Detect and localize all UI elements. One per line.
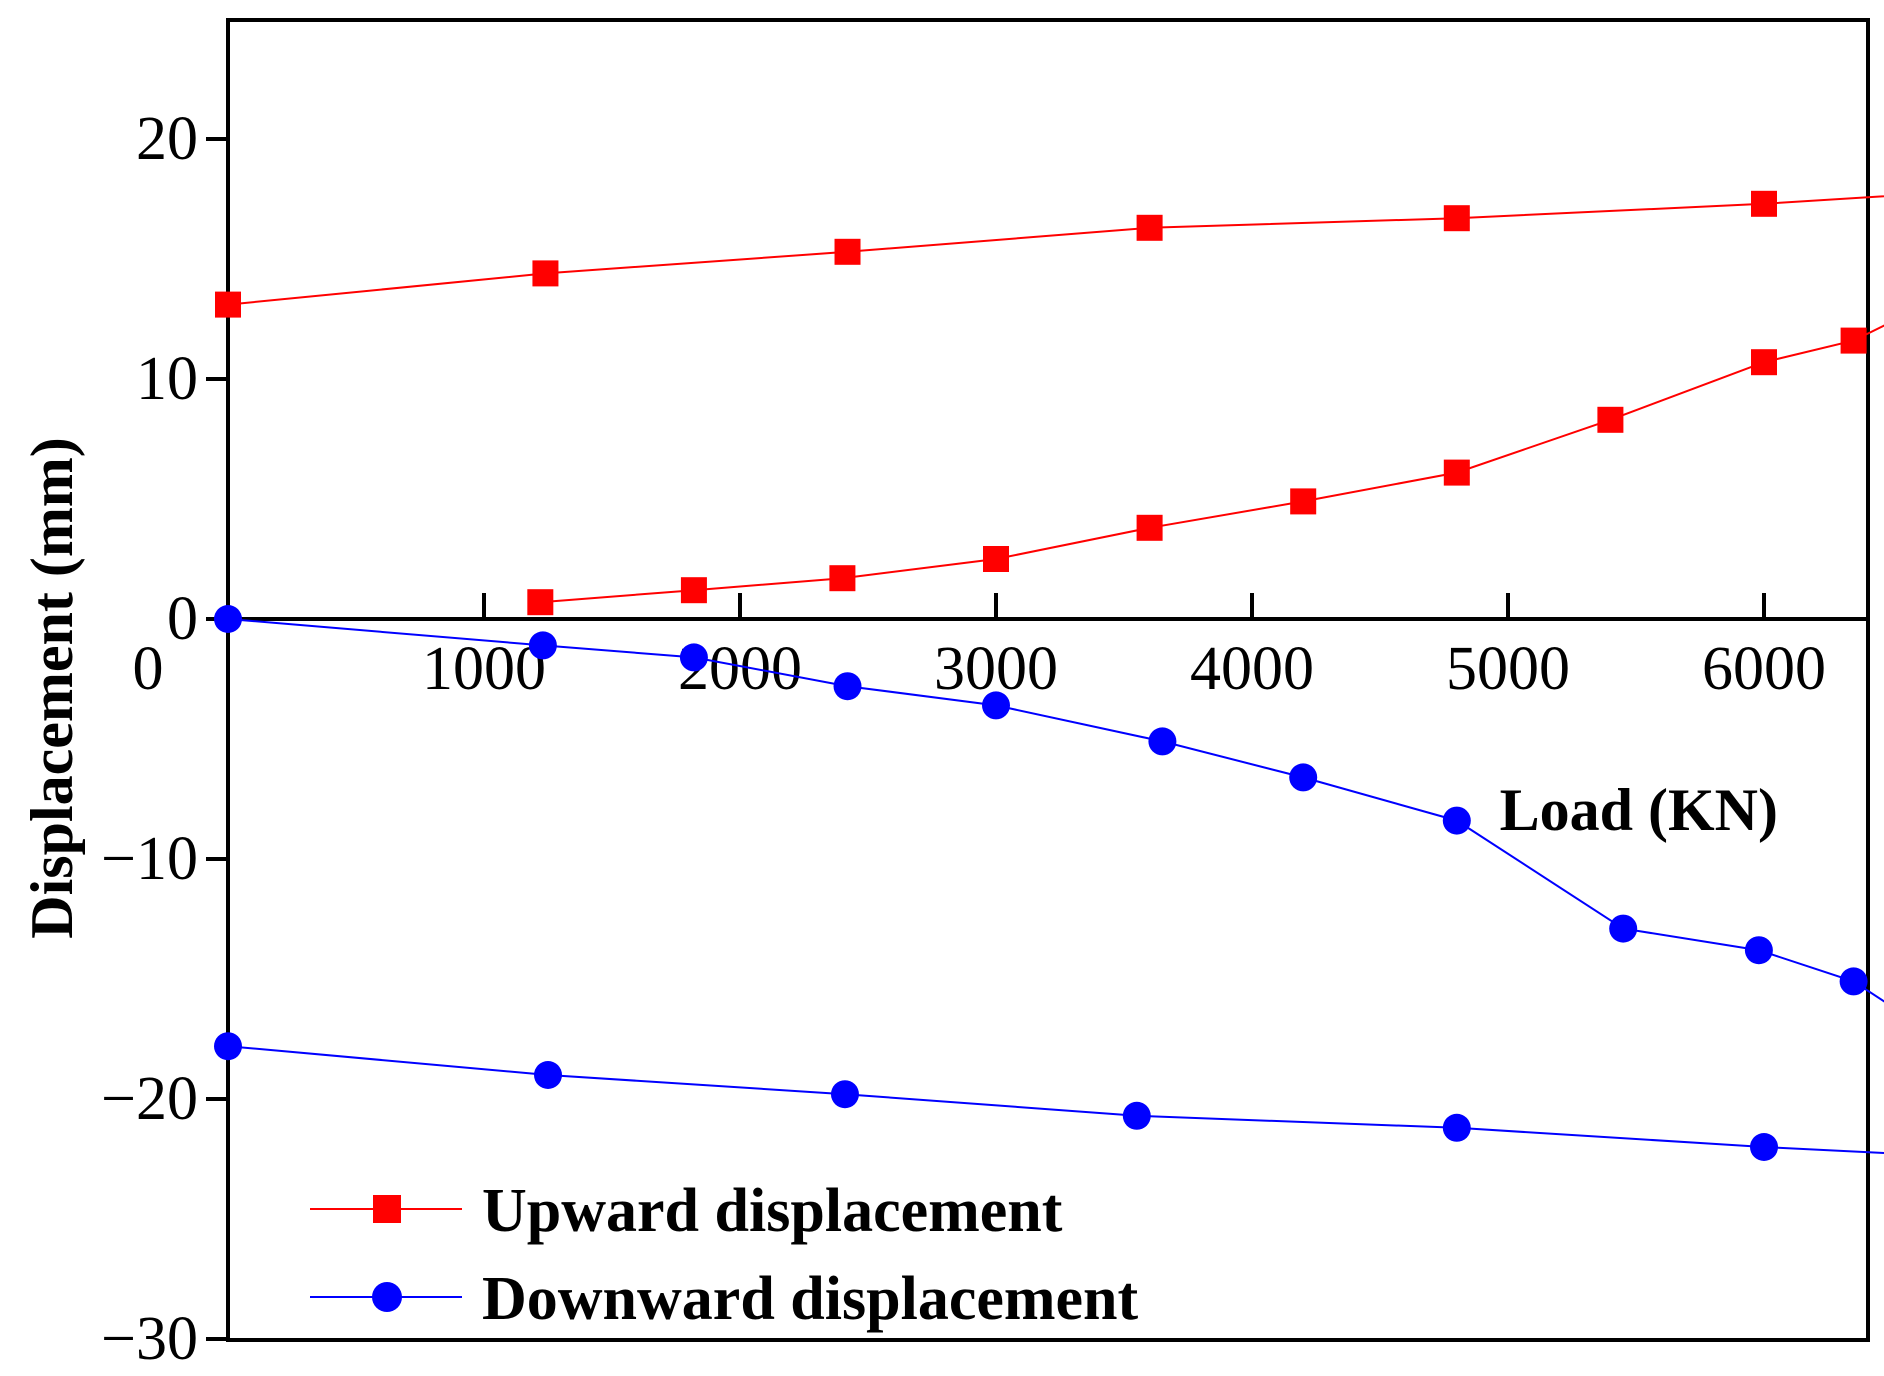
upward-point [1840,327,1867,354]
legend: Upward displacement Downward displacement [310,1177,1139,1333]
upward-point [834,238,861,265]
downward-point [534,1061,562,1089]
downward-point [1289,763,1318,792]
downward-point [1442,1113,1471,1142]
upward-point [1751,190,1777,217]
upward-point [532,260,559,287]
downward-point [982,691,1010,720]
legend-downward-label: Downward displacement [482,1265,1139,1333]
upward-series-line [227,195,1884,604]
upward-point [1443,205,1470,232]
x-tick-label: 5000 [1446,635,1570,703]
downward-point [1839,967,1868,996]
plot-frame [226,18,1870,1342]
upward-point [983,546,1009,572]
origin-label: 0 [133,635,164,703]
downward-point [1148,727,1177,756]
upward-point [1751,349,1777,376]
y-tick-label: 20 [136,105,198,173]
x-tick-label: 6000 [1702,635,1826,703]
y-tick-label: −10 [101,825,198,893]
downward-point [214,1032,242,1061]
legend-upward-marker [373,1195,401,1223]
upward-point [1136,214,1163,241]
upward-point [215,291,241,318]
y-axis-title: Displacement (mm) [19,437,85,939]
downward-point [1122,1101,1151,1130]
y-tick-label: −30 [101,1305,198,1373]
x-tick-label: 4000 [1190,635,1314,703]
upward-point [1443,459,1470,486]
upward-point [829,565,856,592]
downward-point [833,672,862,701]
downward-point [1750,1133,1778,1161]
downward-point [214,605,242,633]
legend-downward-marker [372,1282,402,1312]
downward-point [1442,806,1471,835]
series-layer [214,190,1884,1161]
y-tick-label: 10 [136,345,198,413]
downward-point [830,1080,859,1109]
downward-point [1744,936,1773,965]
downward-point [679,643,708,672]
y-tick-label: −20 [101,1065,198,1133]
x-axis-title: Load (KN) [1500,777,1778,843]
upward-point [1290,488,1317,515]
downward-point [1609,914,1638,943]
downward-point [528,631,557,660]
x-tick-label: 1000 [422,635,546,703]
upward-point [680,577,707,604]
legend-upward-label: Upward displacement [482,1177,1063,1245]
upward-point [527,589,554,616]
upward-point [1597,406,1624,433]
y-tick-label: 0 [167,585,198,653]
axis-layer: 100020003000400050006000700080000−30−20−… [101,105,1868,1373]
upward-point [1136,514,1163,541]
